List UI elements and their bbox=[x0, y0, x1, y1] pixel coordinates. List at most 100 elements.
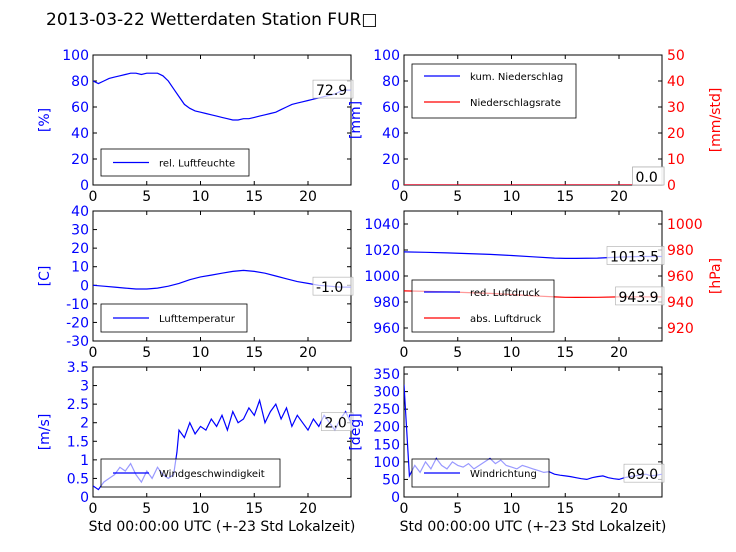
series-group bbox=[93, 269, 351, 290]
x-tick-label: 20 bbox=[299, 345, 317, 361]
x-tick-label: 10 bbox=[192, 501, 210, 517]
x-tick-label: 20 bbox=[299, 189, 317, 205]
x-tick-label: 10 bbox=[503, 501, 521, 517]
y-tick-label: 20 bbox=[382, 152, 400, 168]
y2-axis-label: [mm/std] bbox=[708, 88, 724, 153]
y-tick-label: 200 bbox=[373, 420, 400, 436]
legend-box bbox=[411, 63, 577, 119]
y-tick-label: -20 bbox=[66, 315, 89, 331]
y-tick-label: 40 bbox=[71, 204, 89, 220]
y-tick-label: 0 bbox=[391, 178, 400, 194]
x-tick-label: 10 bbox=[503, 345, 521, 361]
chart-windspeed: 0 5 10 15 2000.511.522.533.5[m/s]Windgeschwi… bbox=[37, 360, 354, 517]
x-tick-label: 15 bbox=[245, 345, 263, 361]
current-value-label: 1013.5 bbox=[610, 250, 659, 266]
y-tick-label: 0 bbox=[80, 490, 89, 506]
y-tick-label: 980 bbox=[373, 295, 400, 311]
current-value2-label: 0.0 bbox=[636, 170, 658, 186]
x-tick-label: 20 bbox=[610, 501, 628, 517]
current-value-label-box bbox=[312, 79, 354, 99]
x-tick-label: 5 bbox=[142, 189, 151, 205]
current-value-label-box bbox=[321, 412, 354, 432]
y2-tick-label: 1000 bbox=[667, 217, 703, 233]
y2-tick-label: 940 bbox=[667, 295, 694, 311]
x-tick-label: 0 bbox=[400, 345, 409, 361]
legend-label: red. Luftdruck bbox=[470, 288, 540, 299]
x-tick-label: 0 bbox=[89, 501, 98, 517]
y-tick-label: 1 bbox=[80, 453, 89, 469]
legend-label: Niederschlagsrate bbox=[470, 98, 561, 109]
y-tick-label: 2.5 bbox=[67, 397, 89, 413]
x-tick-label: 15 bbox=[556, 189, 574, 205]
y-tick-label: 50 bbox=[382, 472, 400, 488]
current-value-label: 2.0 bbox=[325, 416, 347, 432]
legend-box bbox=[411, 279, 555, 333]
y-tick-label: 60 bbox=[382, 100, 400, 116]
y-tick-label: 60 bbox=[71, 100, 89, 116]
y2-axis-label: [hPa] bbox=[708, 258, 724, 294]
y2-tick-label: 50 bbox=[667, 48, 685, 64]
x-tick-label: 0 bbox=[89, 189, 98, 205]
series-line bbox=[93, 72, 351, 121]
y-tick-label: -30 bbox=[66, 334, 89, 350]
current-value2-label: 943.9 bbox=[619, 290, 659, 306]
x-tick-label: 15 bbox=[556, 501, 574, 517]
chart-precipitation: 0 5 10 15 20 0 20 40 60 80 100 0 10 20 30 40 50 [mm] [mm/s… bbox=[348, 48, 724, 205]
x-tick-label: 0 bbox=[400, 189, 409, 205]
legend-label: kum. Niederschlag bbox=[470, 72, 563, 83]
x-axis-label: Std 00:00:00 UTC (+-23 Std Lokalzeit) bbox=[89, 519, 356, 535]
y-tick-label: 3.5 bbox=[67, 360, 89, 376]
x-tick-label: 5 bbox=[142, 501, 151, 517]
y-tick-label: 960 bbox=[373, 321, 400, 337]
x-tick-label: 5 bbox=[142, 345, 151, 361]
y-tick-label: 100 bbox=[373, 48, 400, 64]
chart-pressure: 0 5 10 15 20 960 980 1000 1020 1040 920 940 960 980 10… bbox=[364, 210, 724, 361]
x-tick-label: 15 bbox=[245, 501, 263, 517]
x-axis-label: Std 00:00:00 UTC (+-23 Std Lokalzeit) bbox=[400, 519, 667, 535]
y-axis-label: [m/s] bbox=[37, 414, 53, 451]
current-value2-label-box bbox=[615, 286, 665, 306]
y-axis-label: [deg] bbox=[348, 413, 364, 450]
y-tick-label: 0.5 bbox=[67, 471, 89, 487]
chart-winddirection: 0 5 10 15 20050100150200250300350[deg]Windri… bbox=[348, 366, 665, 517]
y-tick-label: 20 bbox=[71, 152, 89, 168]
figure-title: 2013-03-22 Wetterdaten Station FUR□ bbox=[46, 10, 378, 30]
y-axis-label: [C] bbox=[37, 266, 53, 287]
x-tick-label: 5 bbox=[453, 189, 462, 205]
y-tick-label: 100 bbox=[62, 48, 89, 64]
x-tick-label: 20 bbox=[299, 501, 317, 517]
y2-tick-label: 980 bbox=[667, 243, 694, 259]
y2-tick-label: 920 bbox=[667, 321, 694, 337]
x-tick-label: 20 bbox=[610, 345, 628, 361]
current-value-label: -1.0 bbox=[316, 280, 343, 296]
y-axis-label: [%] bbox=[37, 108, 53, 132]
y-tick-label: 20 bbox=[71, 241, 89, 257]
y-tick-label: 300 bbox=[373, 385, 400, 401]
y-tick-label: 3 bbox=[80, 379, 89, 395]
y-tick-label: 350 bbox=[373, 367, 400, 383]
y2-tick-label: 20 bbox=[667, 126, 685, 142]
x-tick-label: 0 bbox=[89, 345, 98, 361]
x-tick-label: 15 bbox=[245, 189, 263, 205]
y-tick-label: 0 bbox=[80, 278, 89, 294]
legend-label: abs. Luftdruck bbox=[470, 314, 541, 325]
x-tick-label: 10 bbox=[192, 189, 210, 205]
x-tick-label: 10 bbox=[192, 345, 210, 361]
legend-label: rel. Luftfeuchte bbox=[159, 159, 235, 170]
x-tick-label: 5 bbox=[453, 501, 462, 517]
x-tick-label: 5 bbox=[453, 345, 462, 361]
y-axis-label: [mm] bbox=[348, 101, 364, 139]
chart-temperature: 0 5 10 15 20 -30 -20 -10 0 10 20 30 40 [C] Lufttempera… bbox=[37, 204, 354, 361]
y-tick-label: 1020 bbox=[364, 243, 400, 259]
y-tick-label: 1.5 bbox=[67, 434, 89, 450]
y-tick-label: 2 bbox=[80, 416, 89, 432]
y-tick-label: 0 bbox=[391, 490, 400, 506]
chart-humidity: 0 5 10 15 20 0 20 40 60 80 100 [%] rel. Luftfeuchte 7… bbox=[37, 48, 354, 205]
x-tick-label: 0 bbox=[400, 501, 409, 517]
series-line bbox=[93, 269, 351, 290]
y-tick-label: 30 bbox=[71, 223, 89, 239]
legend-label: Lufttemperatur bbox=[159, 314, 236, 325]
y2-tick-label: 960 bbox=[667, 269, 694, 285]
y-tick-label: 80 bbox=[71, 74, 89, 90]
